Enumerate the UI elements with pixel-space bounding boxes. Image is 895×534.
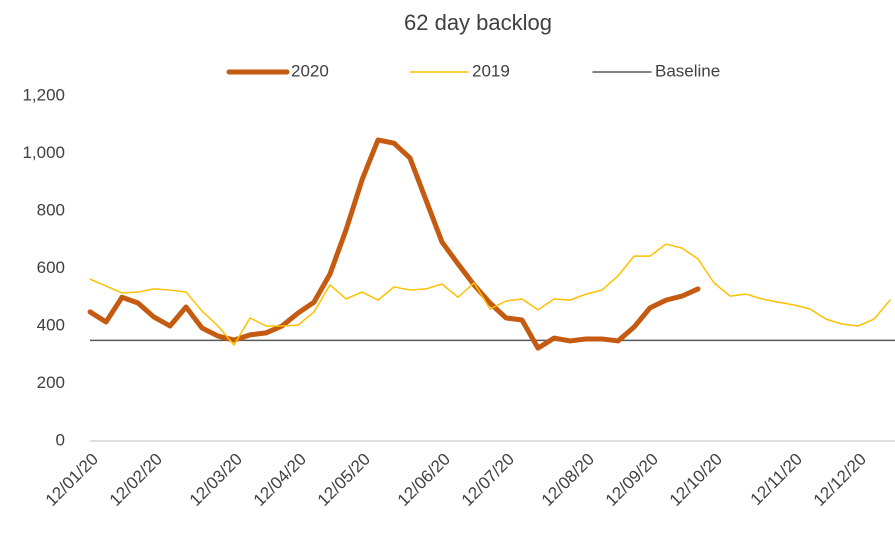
legend-label: 2019 bbox=[472, 61, 510, 80]
x-tick-label: 12/12/20 bbox=[810, 450, 870, 510]
x-tick-label: 12/01/20 bbox=[42, 450, 102, 510]
x-tick-label: 12/08/20 bbox=[538, 450, 598, 510]
x-tick-label: 12/05/20 bbox=[314, 450, 374, 510]
x-tick-label: 12/04/20 bbox=[250, 450, 310, 510]
series-line bbox=[87, 137, 701, 351]
y-tick-label: 0 bbox=[56, 430, 65, 449]
y-tick-label: 200 bbox=[37, 373, 65, 392]
series-line bbox=[89, 243, 891, 346]
chart-title: 62 day backlog bbox=[404, 10, 552, 35]
x-tick-label: 12/02/20 bbox=[106, 450, 166, 510]
y-tick-label: 400 bbox=[37, 315, 65, 334]
y-tick-label: 600 bbox=[37, 258, 65, 277]
y-tick-label: 800 bbox=[37, 200, 65, 219]
legend-label: Baseline bbox=[655, 61, 720, 80]
x-tick-label: 12/03/20 bbox=[186, 450, 246, 510]
x-tick-label: 12/06/20 bbox=[394, 450, 454, 510]
x-tick-label: 12/11/20 bbox=[747, 450, 806, 509]
y-tick-label: 1,200 bbox=[22, 85, 65, 104]
x-tick-label: 12/07/20 bbox=[458, 450, 518, 510]
y-tick-label: 1,000 bbox=[22, 143, 65, 162]
x-tick-label: 12/10/20 bbox=[666, 450, 726, 510]
x-tick-label: 12/09/20 bbox=[602, 450, 662, 510]
legend-label: 2020 bbox=[291, 61, 329, 80]
